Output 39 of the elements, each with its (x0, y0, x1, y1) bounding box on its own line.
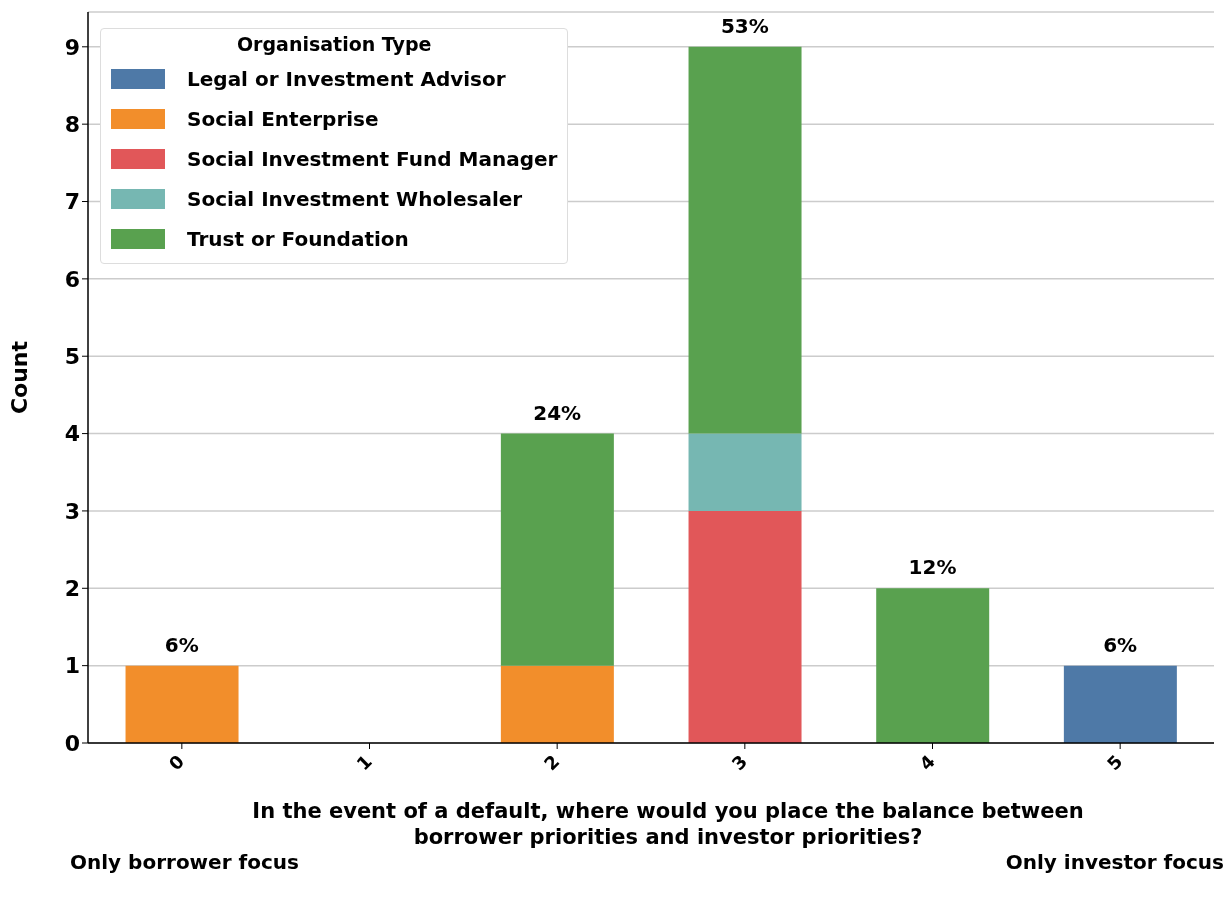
legend-label: Social Investment Wholesaler (187, 187, 523, 211)
bar (1063, 665, 1177, 743)
legend-label: Legal or Investment Advisor (187, 67, 506, 91)
x-tick-label: 1 (352, 750, 376, 775)
y-tick-label: 6 (64, 266, 80, 292)
annotation: 12% (908, 555, 957, 580)
y-tick-label: 2 (64, 576, 80, 602)
legend-label: Social Enterprise (187, 107, 379, 131)
annotation: 24% (533, 400, 582, 425)
x-tick-label: 0 (164, 750, 189, 775)
y-tick-label: 9 (64, 34, 80, 60)
y-axis-title: Count (6, 340, 32, 415)
annotation: 6% (164, 632, 199, 657)
bar (688, 510, 802, 743)
bar (125, 665, 239, 743)
bar (500, 433, 614, 666)
x-tick-label: 4 (915, 750, 939, 775)
bar (500, 665, 614, 743)
y-tick-label: 0 (64, 730, 80, 756)
y-tick-label: 4 (64, 421, 80, 447)
x-tick-label: 2 (539, 750, 564, 775)
text: Only borrower focus (70, 850, 299, 874)
text: Only investor focus (1005, 850, 1224, 874)
bar (688, 433, 802, 511)
annotation: 53% (720, 13, 769, 38)
y-tick-label: 5 (64, 344, 80, 370)
x-axis-title: In the event of a default, where would you place the balance between borrower priorities and investor priorities? (251, 798, 1085, 850)
y-tick-label: 7 (64, 189, 80, 215)
bar (688, 46, 802, 434)
annotation: 6% (1103, 632, 1138, 657)
legend-title: Organisation Type (235, 33, 433, 55)
y-tick-label: 8 (64, 111, 80, 137)
y-tick-label: 3 (64, 498, 80, 524)
legend-label: Trust or Foundation (187, 227, 409, 251)
bar (876, 588, 990, 743)
x-tick-label: 5 (1102, 750, 1127, 775)
y-tick-label: 1 (64, 653, 80, 679)
x-tick-label: 3 (727, 750, 752, 775)
legend-label: Social Investment Fund Manager (187, 147, 558, 171)
